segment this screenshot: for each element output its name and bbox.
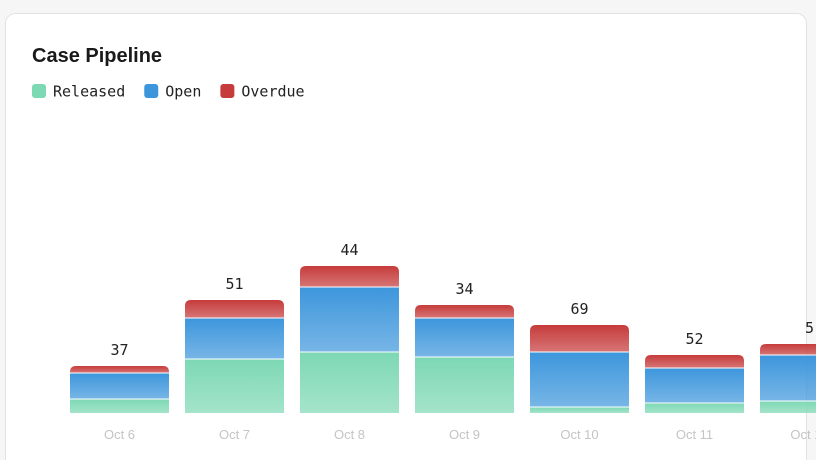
plot: 37 Oct 6 51 Oct 7 44 Oct 8 34 Oct 9 69 Oct 10 52 Oc… [70, 241, 816, 442]
bar-total: 52 [685, 330, 703, 348]
legend-label: Released [53, 83, 125, 101]
bar-segment [760, 355, 816, 401]
legend-swatch [144, 84, 159, 98]
bar-segment [760, 401, 816, 413]
bar-total: 34 [455, 280, 473, 298]
bar-segment [185, 359, 284, 413]
bar-segment [530, 407, 629, 413]
bar-segment [645, 355, 744, 368]
x-tick-label: Oct 7 [219, 427, 250, 442]
bar-segment [645, 368, 744, 403]
x-tick-label: Oct 12 [790, 427, 816, 442]
bar-segment [185, 300, 284, 318]
bar-segment [300, 287, 399, 352]
bar-segment [300, 266, 399, 287]
bar-segment [300, 352, 399, 413]
bar-segment [760, 344, 816, 355]
chart-title: Case Pipeline [32, 45, 162, 67]
x-tick-label: Oct 6 [104, 427, 135, 442]
bar-total: 5 [805, 319, 814, 337]
bar-segment [185, 318, 284, 359]
bar-segment [70, 366, 169, 373]
bar-total: 69 [570, 300, 588, 318]
bar-total: 51 [225, 275, 243, 293]
bar-segment [70, 373, 169, 399]
bar-total: 44 [340, 241, 358, 259]
legend-swatch [220, 84, 235, 98]
x-tick-label: Oct 9 [449, 427, 480, 442]
x-tick-label: Oct 8 [334, 427, 365, 442]
legend-swatch [32, 84, 46, 98]
bar-segment [645, 403, 744, 413]
x-tick-label: Oct 11 [676, 427, 713, 442]
bar-segment [70, 399, 169, 413]
bar-total: 37 [110, 341, 128, 359]
bar-segment [530, 325, 629, 352]
bar-segment [415, 357, 514, 413]
legend-label: Open [165, 83, 201, 101]
legend-label: Overdue [241, 83, 304, 101]
bar-segment [530, 352, 629, 407]
bar-segment [415, 318, 514, 357]
bar-segment [415, 305, 514, 318]
x-tick-label: Oct 10 [560, 427, 598, 442]
